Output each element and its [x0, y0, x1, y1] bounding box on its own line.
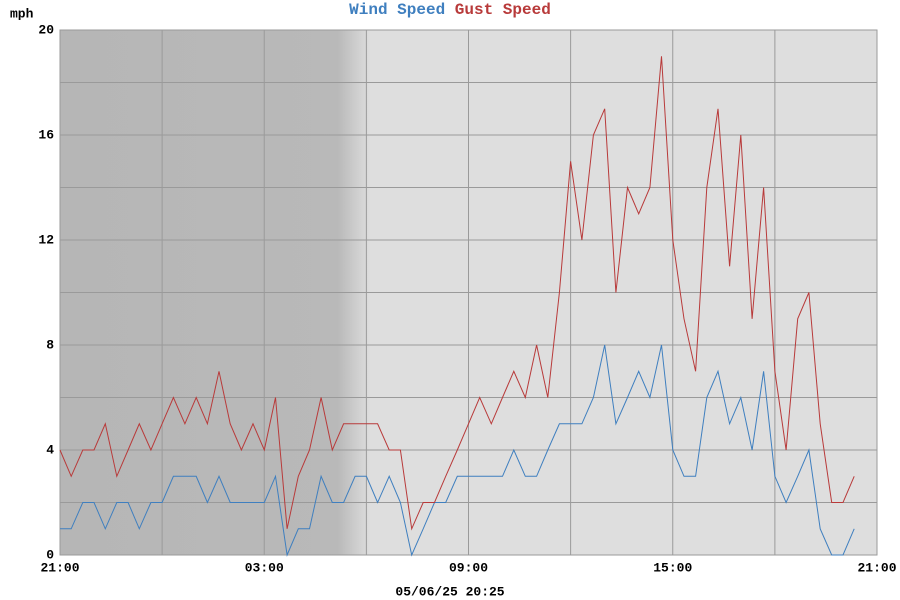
legend-entry: Wind Speed	[349, 1, 445, 19]
y-axis-label: mph	[10, 6, 34, 21]
x-tick-label: 21:00	[857, 560, 896, 575]
legend: Wind Speed Gust Speed	[349, 1, 551, 19]
y-tick-label: 12	[38, 232, 54, 247]
y-tick-label: 16	[38, 127, 54, 142]
x-tick-label: 09:00	[449, 560, 488, 575]
y-tick-label: 20	[38, 22, 54, 37]
plot-border	[59, 29, 878, 556]
x-tick-label: 15:00	[653, 560, 692, 575]
series-line	[60, 344, 855, 557]
timestamp: 05/06/25 20:25	[395, 584, 504, 599]
legend-entry: Gust Speed	[455, 1, 551, 19]
x-tick-label: 03:00	[245, 560, 284, 575]
y-tick-label: 0	[46, 547, 54, 562]
series-line	[59, 56, 855, 531]
x-tick-label: 21:00	[40, 560, 79, 575]
y-tick-label: 8	[46, 337, 54, 352]
y-tick-label: 4	[46, 442, 54, 457]
